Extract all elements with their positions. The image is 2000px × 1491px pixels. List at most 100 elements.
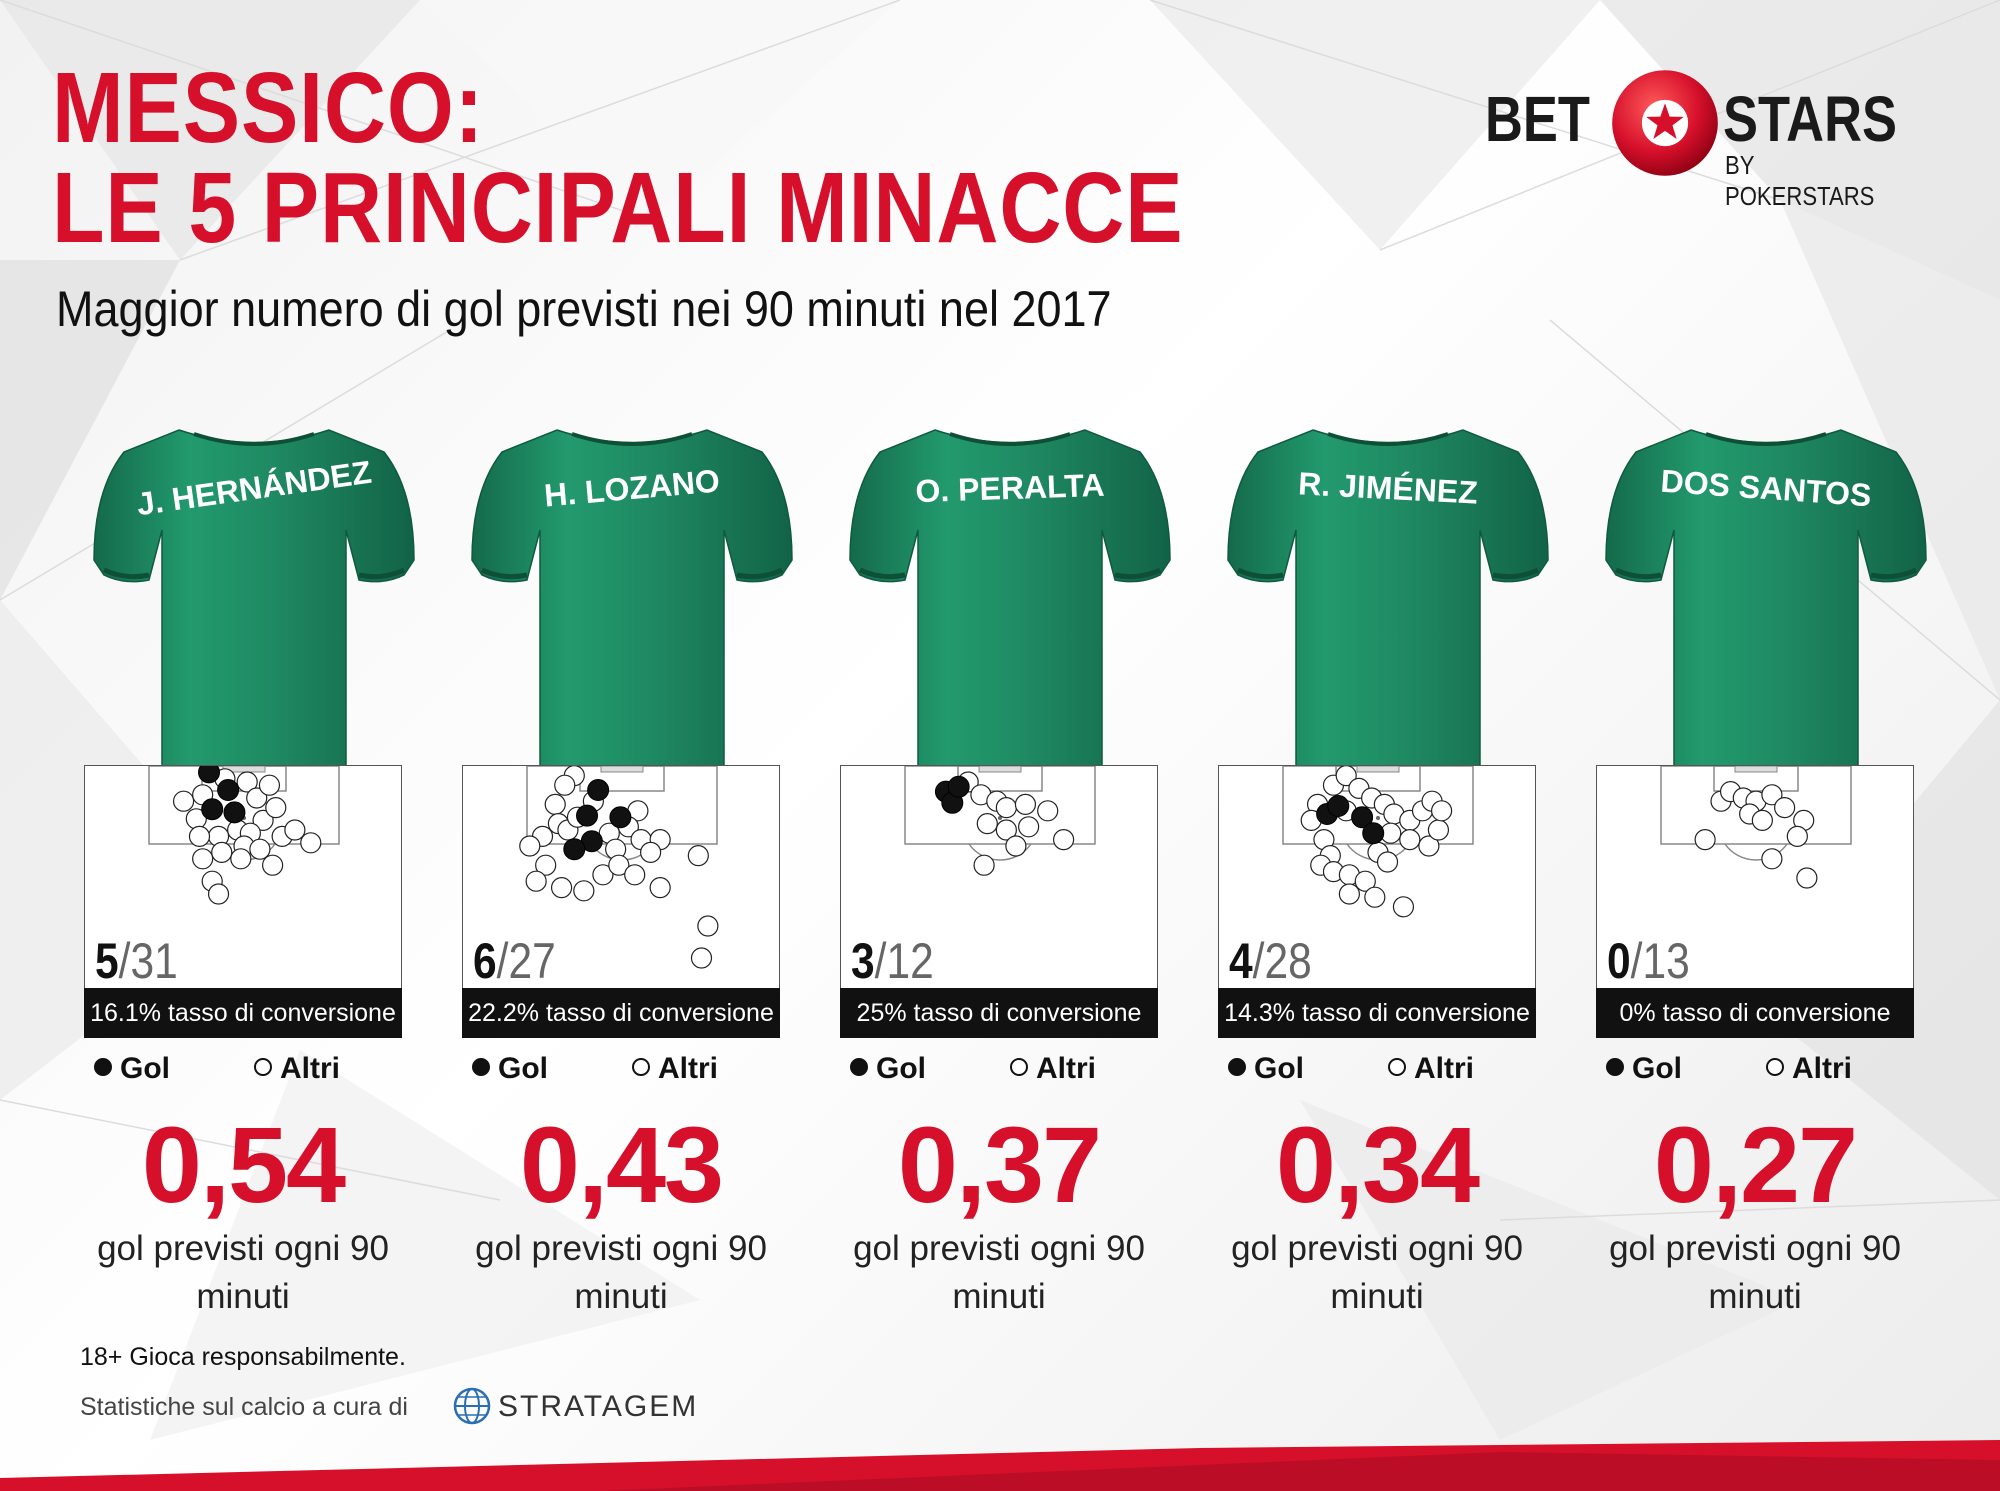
legend-goal: Gol <box>1228 1052 1304 1086</box>
conversion-rate-bar: 16.1% tasso di conversione <box>84 988 402 1038</box>
shot-map: 3/12 <box>840 765 1158 1005</box>
goal <box>1356 766 1400 773</box>
goal-dot-icon <box>1606 1058 1624 1076</box>
shot-map: 0/13 <box>1596 765 1914 1005</box>
shot-other-marker <box>554 774 576 796</box>
player-card: DOS SANTOS 0/13 0% tasso di conversione Gol… <box>1596 410 1936 1350</box>
expected-goals-caption: gol previsti ogni 90 minuti <box>475 1229 767 1316</box>
shot-goal-marker <box>1351 806 1374 829</box>
legend-goal-label: Gol <box>120 1052 170 1085</box>
goals-shots-ratio: 4/28 <box>1229 936 1312 986</box>
conversion-rate-bar: 0% tasso di conversione <box>1596 988 1914 1038</box>
shot-other-marker <box>976 812 998 835</box>
legend-other-label: Altri <box>1036 1052 1096 1085</box>
shot-goal-marker <box>201 798 224 821</box>
shot-other-marker <box>550 876 573 899</box>
legend-goal: Gol <box>94 1052 170 1086</box>
shot-other-marker <box>1354 870 1376 892</box>
shot-other-marker <box>207 883 230 905</box>
shot-other-marker <box>592 864 614 886</box>
shot-legend: Gol Altri <box>840 1052 1180 1092</box>
expected-goals-caption: gol previsti ogni 90 minuti <box>1231 1229 1523 1316</box>
conversion-rate-bar: 22.2% tasso di conversione <box>462 988 780 1038</box>
legend-other-label: Altri <box>1414 1052 1474 1085</box>
legend-goal-label: Gol <box>876 1052 926 1085</box>
shot-other-marker <box>1418 835 1440 857</box>
shot-other-marker <box>640 841 662 864</box>
expected-goals-value: 0,37 <box>897 1104 1102 1225</box>
legend-other: Altri <box>1010 1052 1096 1086</box>
shirt-icon <box>93 429 415 790</box>
shot-other-marker <box>300 832 322 854</box>
shot-goal-marker <box>576 804 599 827</box>
goals-count: 4 <box>1229 933 1253 989</box>
page-title: MESSICO: LE 5 PRINCIPALI MINACCE <box>52 58 1183 258</box>
shot-other-marker <box>519 835 541 857</box>
shot-other-marker <box>1364 886 1386 908</box>
player-card: J. HERNÁNDEZ 5/31 16.1% tasso di conversio… <box>84 410 424 1350</box>
shirt-icon <box>471 429 793 790</box>
star-ball-icon <box>1612 70 1718 176</box>
shot-goal-marker <box>947 775 970 798</box>
shot-goal-marker <box>609 806 632 829</box>
shot-other-marker <box>172 790 195 812</box>
other-dot-icon <box>632 1058 650 1076</box>
legend-other: Altri <box>632 1052 718 1086</box>
expected-goals-caption: gol previsti ogni 90 minuti <box>97 1229 389 1316</box>
shot-other-marker <box>265 796 287 819</box>
shot-other-marker <box>262 854 284 876</box>
title-line-1: MESSICO: <box>52 52 485 164</box>
legend-goal-label: Gol <box>1254 1052 1304 1085</box>
shot-other-marker <box>258 774 281 796</box>
shot-other-marker <box>1053 828 1075 851</box>
shot-goal-marker <box>563 838 586 861</box>
ratio-separator: / <box>1252 933 1265 989</box>
shot-legend: Gol Altri <box>462 1052 802 1092</box>
bottom-red-strip <box>0 1440 2000 1491</box>
other-dot-icon <box>1010 1058 1028 1076</box>
ratio-separator: / <box>874 933 887 989</box>
shot-other-marker <box>544 793 566 816</box>
shot-other-marker <box>995 819 1017 841</box>
shot-goal-marker <box>1362 822 1385 845</box>
shot-other-marker <box>252 809 274 832</box>
legend-goal: Gol <box>472 1052 548 1086</box>
shirt-icon <box>849 429 1171 790</box>
ratio-separator: / <box>1630 933 1643 989</box>
shots-count: 31 <box>130 933 178 989</box>
legend-goal: Gol <box>1606 1052 1682 1086</box>
shot-map: 5/31 <box>84 765 402 1005</box>
ratio-separator: / <box>118 933 131 989</box>
conversion-rate-bar: 25% tasso di conversione <box>840 988 1158 1038</box>
shot-other-marker <box>690 947 713 969</box>
other-dot-icon <box>1388 1058 1406 1076</box>
shot-other-marker <box>1399 828 1421 851</box>
shot-other-marker <box>1761 784 1783 806</box>
legend-other-label: Altri <box>1792 1052 1852 1085</box>
goals-count: 5 <box>95 933 119 989</box>
goals-shots-ratio: 6/27 <box>473 936 556 986</box>
betstars-logo: BET STARS BY POKERSTARS <box>1480 62 1920 211</box>
shot-other-marker <box>1037 800 1059 822</box>
shot-other-marker <box>284 819 306 841</box>
shot-other-marker <box>1427 819 1450 841</box>
legend-goal: Gol <box>850 1052 926 1086</box>
shot-other-marker <box>624 864 646 886</box>
shot-goal-marker <box>587 779 610 801</box>
expected-goals-value: 0,34 <box>1275 1104 1480 1225</box>
goal <box>600 766 644 773</box>
goals-count: 0 <box>1607 933 1631 989</box>
goals-shots-ratio: 5/31 <box>95 936 178 986</box>
stats-credit: Statistiche sul calcio a cura di <box>80 1393 408 1421</box>
shot-other-marker <box>1376 851 1399 873</box>
shot-map: 6/27 <box>462 765 780 1005</box>
shot-map: 4/28 <box>1218 765 1536 1005</box>
player-card: R. JIMÉNEZ 4/28 14.3% tasso di conversione… <box>1218 410 1558 1350</box>
shot-legend: Gol Altri <box>1596 1052 1936 1092</box>
goals-shots-ratio: 0/13 <box>1607 936 1690 986</box>
page-subtitle: Maggior numero di gol previsti nei 90 mi… <box>56 281 1112 337</box>
shot-other-marker <box>246 787 268 809</box>
expected-goals-value: 0,27 <box>1653 1104 1858 1225</box>
shot-other-marker <box>1338 883 1360 905</box>
